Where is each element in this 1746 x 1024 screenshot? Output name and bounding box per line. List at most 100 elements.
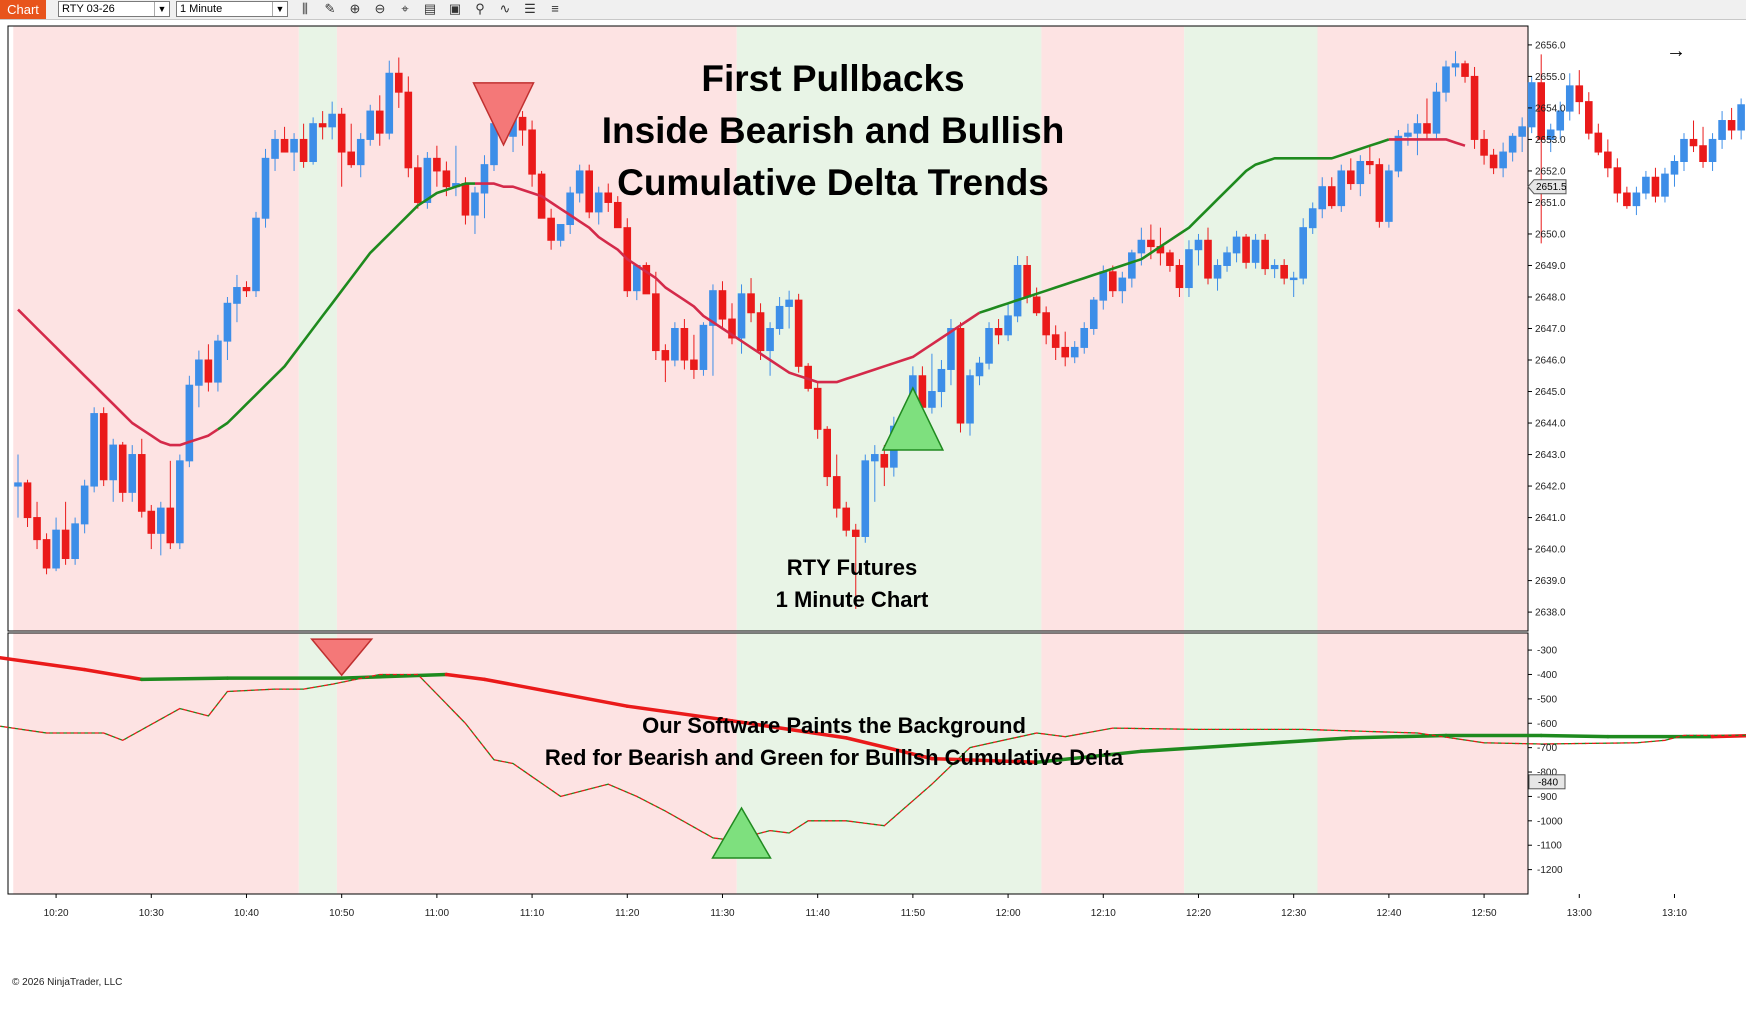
- candle-body: [1594, 132, 1603, 153]
- chart-tab[interactable]: Chart: [0, 0, 46, 19]
- up-candle: [176, 454, 184, 550]
- up-candle: [90, 407, 98, 493]
- time-tick-label: 10:30: [139, 908, 164, 919]
- indicators-icon[interactable]: ∿: [499, 1, 511, 16]
- instrument-selector[interactable]: RTY 03-26 ▼: [58, 1, 170, 17]
- price-tick-label: 2647.0: [1535, 324, 1566, 335]
- price-tick-label: 2641.0: [1535, 513, 1566, 524]
- up-candle: [80, 479, 89, 534]
- time-axis: 10:20 10:30 10:40 10:50 11:00 11:10 11:20 11:30…: [44, 894, 1687, 919]
- delta-bearish-marker: [310, 638, 374, 677]
- price-tick-label: 2650.0: [1535, 229, 1566, 240]
- time-tick-label: 13:10: [1662, 908, 1687, 919]
- time-tick-label: 10:40: [234, 908, 259, 919]
- candle-body-fill: [1099, 271, 1107, 301]
- candle-body-fill: [452, 183, 460, 187]
- down-candle: [375, 95, 384, 146]
- data-box-icon[interactable]: ▤: [423, 1, 437, 16]
- zone-bearish-delta: [1041, 633, 1185, 894]
- candle-body-fill: [90, 413, 98, 487]
- properties-icon[interactable]: ☰: [524, 1, 536, 16]
- down-candle: [994, 319, 1003, 345]
- candle-body-fill: [738, 293, 745, 338]
- up-candle: [1642, 170, 1650, 200]
- price-tick-label: 2639.0: [1535, 576, 1566, 587]
- candle-body-fill: [224, 303, 231, 342]
- ema-segment-bearish: [17, 308, 219, 447]
- delta-thick-segment: [482, 677, 630, 708]
- candle-body-fill: [1309, 208, 1317, 228]
- current-price-label: 2651.5: [1536, 182, 1567, 193]
- candle-body: [347, 151, 355, 166]
- candle-body: [880, 454, 889, 468]
- candle-body-fill: [1661, 174, 1669, 197]
- strategies-icon[interactable]: ⚲: [475, 1, 485, 16]
- interval-selector[interactable]: 1 Minute ▼: [176, 1, 288, 17]
- delta-tick-label: -1100: [1537, 841, 1562, 852]
- candle-body-fill: [1337, 170, 1345, 206]
- candle-body-fill: [1737, 104, 1745, 130]
- up-candle: [1718, 111, 1726, 149]
- candle-body-fill: [1556, 111, 1564, 130]
- candle-body: [1470, 75, 1479, 140]
- up-candle: [1118, 271, 1127, 304]
- current-delta-label: -840: [1538, 777, 1558, 788]
- crosshair-icon[interactable]: ⌖: [401, 1, 409, 16]
- delta-tick-label: -900: [1537, 792, 1557, 803]
- chart-area[interactable]: 2656.0 2655.0 2654.0 2653.0 2652.0 2651.0 2650…: [0, 20, 1746, 1024]
- candle-body-fill: [595, 193, 603, 212]
- draw-pencil-icon[interactable]: ✎: [324, 1, 336, 16]
- down-candle: [1032, 287, 1041, 316]
- zoom-out-icon[interactable]: ⊖: [374, 1, 386, 16]
- zoom-in-icon[interactable]: ⊕: [349, 1, 361, 16]
- title-line: Cumulative Delta Trends: [617, 162, 1049, 203]
- candle-body: [1575, 85, 1584, 103]
- down-candle: [642, 262, 651, 295]
- zone-bullish-price: [1184, 26, 1318, 631]
- candle-body: [99, 413, 108, 481]
- chart-trader-icon[interactable]: ▣: [448, 1, 462, 16]
- delta-dashed-line-alt: [0, 673, 1746, 841]
- up-candle: [1737, 98, 1745, 140]
- price-tick-label: 2646.0: [1535, 356, 1566, 367]
- candle-body-fill: [1642, 177, 1650, 194]
- up-candle: [1299, 218, 1308, 285]
- down-candle: [880, 445, 889, 487]
- delta-bullish-marker: [711, 806, 772, 859]
- bar-type-icon[interactable]: ⫼: [302, 1, 308, 16]
- down-candle: [547, 208, 555, 250]
- templates-icon[interactable]: ≡: [551, 1, 559, 16]
- candle-body: [652, 293, 660, 352]
- candle-body-fill: [195, 360, 203, 386]
- candle-body: [718, 290, 727, 320]
- down-candle: [1366, 145, 1374, 175]
- price-tick-label: 2640.0: [1535, 545, 1566, 556]
- candle-body: [204, 359, 213, 383]
- candle-body: [433, 157, 441, 172]
- copyright-text: © 2026 NinjaTrader, LLC: [12, 977, 122, 988]
- up-candle: [1556, 101, 1565, 140]
- interval-value: 1 Minute: [180, 3, 223, 15]
- up-candle: [356, 133, 365, 178]
- up-candle: [1442, 60, 1450, 102]
- up-candle: [1432, 82, 1441, 140]
- candle-body: [1147, 239, 1155, 248]
- title-line: Inside Bearish and Bullish: [602, 110, 1065, 151]
- candle-body-fill: [871, 454, 879, 461]
- candle-body: [1051, 334, 1060, 348]
- candle-body: [1537, 82, 1546, 140]
- scroll-right-arrow-icon[interactable]: →: [1666, 40, 1686, 62]
- delta-thick-segment: [930, 756, 1039, 765]
- candle-body-fill: [357, 139, 365, 165]
- up-candle: [157, 501, 165, 556]
- up-candle: [985, 322, 993, 370]
- down-candle: [1261, 233, 1269, 275]
- up-candle: [1232, 230, 1241, 263]
- candle-body: [1061, 346, 1070, 358]
- price-tick-label: 2648.0: [1535, 292, 1566, 303]
- down-candle: [718, 281, 727, 329]
- down-candle: [728, 303, 736, 345]
- candle-body: [1689, 138, 1698, 147]
- up-candle: [1499, 142, 1507, 178]
- candle-body: [728, 318, 736, 339]
